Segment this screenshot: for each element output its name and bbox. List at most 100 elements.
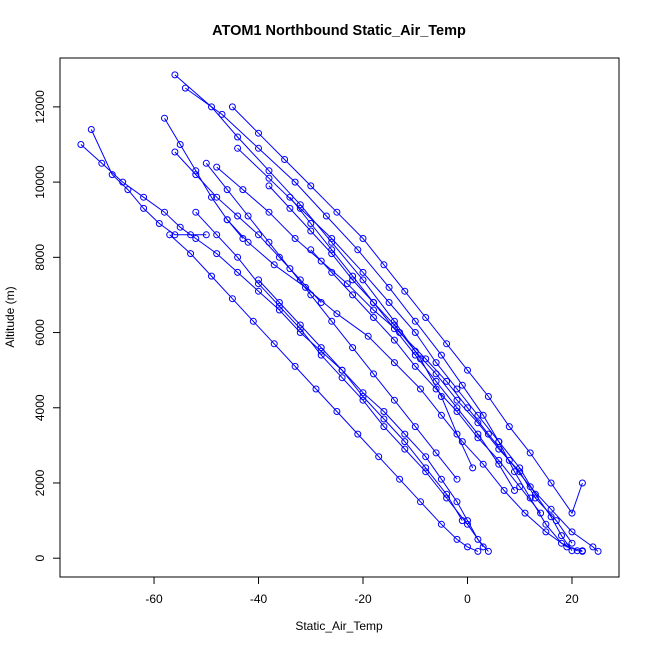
data-point [464,543,471,551]
data-point [208,103,215,111]
data-point [234,253,242,261]
data-point [234,268,242,276]
data-point [385,299,393,306]
x-axis-label: Static_Air_Temp [295,619,383,633]
data-point [108,171,116,179]
data-point [239,235,247,242]
data-point [390,396,398,404]
data-point [495,438,503,446]
data-point [244,212,252,220]
data-point [213,193,221,201]
data-point [213,163,221,171]
data-point [286,204,294,212]
x-tick-label: 0 [464,592,471,606]
data-point [270,261,278,269]
data-point [578,547,586,555]
x-tick-label: 20 [565,592,579,606]
data-point [192,235,200,242]
data-point [417,498,424,506]
data-point [437,411,445,419]
data-point [385,283,393,291]
data-point [432,385,440,393]
data-point [464,366,471,374]
data-point [275,253,283,261]
data-point [338,374,346,382]
data-point [98,159,106,167]
data-point [286,265,294,273]
data-point [568,528,576,536]
series-line-14 [164,117,244,239]
data-point [307,220,315,227]
data-point [296,201,304,209]
data-point [479,460,487,468]
series-line-9 [226,219,583,552]
data-point [568,509,576,517]
data-point [171,71,179,79]
data-point [307,182,315,190]
series-line-15 [289,196,515,491]
data-point [359,235,367,242]
data-point [458,438,466,446]
data-point [563,543,571,551]
data-point [359,268,367,276]
y-tick-label: 2000 [33,469,47,496]
data-point [537,509,545,517]
series-line-4 [80,144,489,552]
data-point [291,178,299,186]
data-point [291,235,299,242]
data-point [161,114,168,122]
data-point [578,479,586,487]
data-point [401,438,409,446]
data-point [307,227,315,235]
data-point [317,299,325,306]
data-point [453,385,461,393]
data-point [396,475,404,483]
data-point [140,193,148,201]
data-point [208,272,215,280]
data-point [542,528,550,536]
chart-title: ATOM1 Northbound Static_Air_Temp [212,23,466,39]
data-point [380,415,388,423]
data-point [317,257,325,265]
x-axis: -60 -40 -20 0 20 [145,576,579,606]
data-point [417,385,424,393]
data-point [328,317,336,325]
y-tick-label: 0 [33,555,47,562]
data-point [375,453,383,461]
data-point [223,186,231,194]
data-point [291,362,299,370]
data-point [317,344,325,352]
data-point [171,148,179,156]
data-point [411,329,419,336]
data-point [453,408,461,415]
data-point [338,366,346,374]
data-point [296,276,304,284]
data-point [474,419,482,427]
data-point [349,291,357,299]
data-point [531,494,539,502]
data-point [495,445,503,453]
data-point [453,498,461,506]
data-point [322,212,330,220]
data-point [552,517,560,525]
data-point [302,283,309,291]
data-point [443,490,451,498]
series-line-6 [169,234,479,552]
data-point [453,430,461,438]
data-point [516,468,524,476]
data-point [505,456,513,464]
data-point [458,517,466,525]
data-point [432,370,440,378]
data-point [218,110,226,118]
data-point [484,393,492,400]
data-point [208,193,215,201]
data-point [437,520,445,528]
data-point [484,547,492,555]
data-point [370,299,377,306]
data-point [401,445,409,453]
x-tick-label: -60 [145,592,163,606]
data-point [370,370,377,378]
data-point [511,468,518,476]
data-point [432,449,440,457]
data-point [484,430,492,438]
